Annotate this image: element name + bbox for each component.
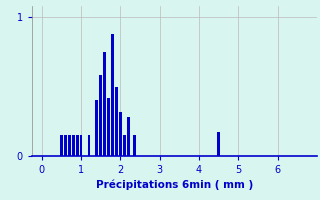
Bar [133, 135, 135, 156]
Bar [72, 135, 75, 156]
Bar [107, 98, 110, 156]
Bar [123, 135, 126, 156]
Bar [115, 87, 118, 156]
Bar [76, 135, 78, 156]
Bar [64, 135, 67, 156]
Bar [100, 75, 102, 156]
Bar [111, 34, 114, 156]
Bar [95, 100, 98, 156]
Bar [127, 117, 130, 156]
Bar [217, 132, 220, 156]
Bar [88, 135, 90, 156]
Bar [80, 135, 83, 156]
Bar [68, 135, 71, 156]
Bar [60, 135, 63, 156]
X-axis label: Précipitations 6min ( mm ): Précipitations 6min ( mm ) [96, 179, 253, 190]
Bar [103, 52, 106, 156]
Bar [119, 112, 122, 156]
